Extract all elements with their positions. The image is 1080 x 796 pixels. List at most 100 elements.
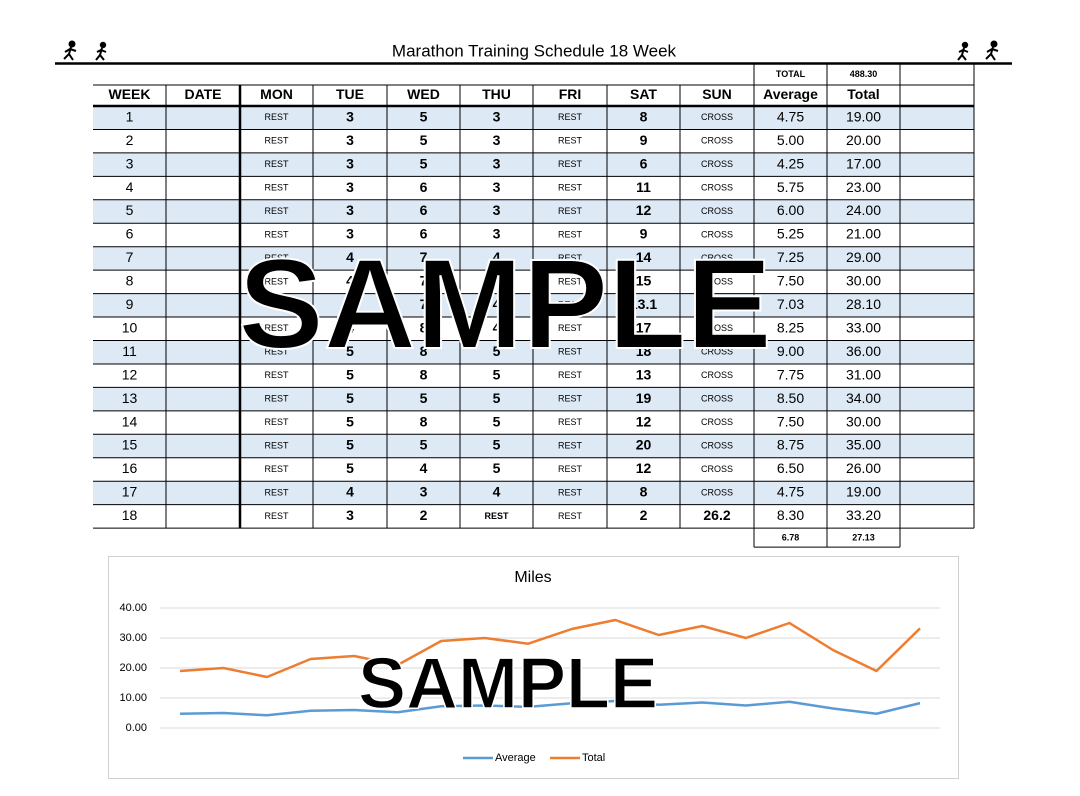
table-cell: 3 xyxy=(493,179,501,195)
table-cell: 35.00 xyxy=(846,437,881,453)
table-cell: 5 xyxy=(346,366,354,382)
table-cell: REST xyxy=(558,370,583,380)
table-cell: REST xyxy=(264,370,289,380)
table-cell: REST xyxy=(264,136,289,146)
table-cell: 13 xyxy=(636,366,652,382)
table-cell: 9 xyxy=(126,296,134,312)
table-cell: 5 xyxy=(346,413,354,429)
total-value: 488.30 xyxy=(850,69,878,79)
series-line xyxy=(179,618,921,679)
table-cell: 3 xyxy=(346,155,354,171)
table-cell: 9 xyxy=(640,132,648,148)
table-cell: REST xyxy=(264,276,289,286)
table-cell: 12 xyxy=(122,366,138,382)
y-tick-label: 30.00 xyxy=(119,632,147,644)
series-line xyxy=(179,699,921,717)
table-cell: REST xyxy=(264,182,289,192)
table-cell: REST xyxy=(484,511,509,521)
table-cell: 20.00 xyxy=(846,132,881,148)
table-cell: 21.00 xyxy=(846,226,881,242)
table-cell: 3 xyxy=(420,484,428,500)
table-cell: CROSS xyxy=(701,394,733,404)
table-cell: 5 xyxy=(420,437,428,453)
table-cell: 4.75 xyxy=(777,484,804,500)
table-cell: 16 xyxy=(122,460,138,476)
column-header: Total xyxy=(847,86,879,102)
table-cell: 7 xyxy=(126,249,134,265)
table-cell: 8.25 xyxy=(777,319,804,335)
column-header: SAT xyxy=(630,86,657,102)
table-cell: 3 xyxy=(493,108,501,124)
table-cell: 8 xyxy=(640,108,648,124)
y-tick-label: 20.00 xyxy=(119,662,147,674)
table-cell: 5.75 xyxy=(777,179,804,195)
footer-cell: 27.13 xyxy=(852,532,875,542)
table-cell: 8 xyxy=(640,484,648,500)
table-cell: 17.00 xyxy=(846,155,881,171)
watermark: SAMPLE xyxy=(238,233,771,376)
table-cell: 4 xyxy=(493,249,501,265)
table-cell: 4 xyxy=(346,319,354,335)
table-cell: 7.25 xyxy=(777,249,804,265)
table-cell: 24.00 xyxy=(846,202,881,218)
table-cell: 3 xyxy=(346,507,354,523)
table-cell: REST xyxy=(558,276,583,286)
table-cell: 19 xyxy=(636,390,652,406)
total-label: TOTAL xyxy=(776,69,806,79)
table-cell: 10 xyxy=(122,319,138,335)
table-cell: 5 xyxy=(346,343,354,359)
table-cell: REST xyxy=(264,511,289,521)
table-cell: REST xyxy=(558,347,583,357)
table-cell: 9.00 xyxy=(777,343,804,359)
table-cell: 31.00 xyxy=(846,366,881,382)
table-cell: CROSS xyxy=(701,323,733,333)
table-cell: CROSS xyxy=(701,206,733,216)
table-cell: 9 xyxy=(640,226,648,242)
table-cell: 13 xyxy=(122,390,138,406)
table-cell: REST xyxy=(264,417,289,427)
table-cell: REST xyxy=(264,464,289,474)
table-cell: 4 xyxy=(493,484,501,500)
table-cell: REST xyxy=(558,300,583,310)
table-cell: REST xyxy=(558,440,583,450)
table-cell: 3 xyxy=(493,132,501,148)
table-cell: REST xyxy=(558,487,583,497)
table-cell: 5 xyxy=(493,413,501,429)
table-cell: 6 xyxy=(640,155,648,171)
table-cell: 4 xyxy=(493,296,501,312)
table-cell: CROSS xyxy=(701,229,733,239)
table-cell: 5.25 xyxy=(777,226,804,242)
table-cell: 1 xyxy=(126,108,134,124)
table-cell: 34.00 xyxy=(846,390,881,406)
table-cell: 3 xyxy=(346,132,354,148)
table-cell: CROSS xyxy=(701,440,733,450)
table-cell: 13.1 xyxy=(630,296,657,312)
table-cell: REST xyxy=(264,487,289,497)
table-cell: 4 xyxy=(346,484,354,500)
column-header: SUN xyxy=(702,86,732,102)
table-cell: 6.50 xyxy=(777,460,804,476)
table-cell: 4 xyxy=(346,249,354,265)
column-header: FRI xyxy=(559,86,582,102)
table-cell: 11 xyxy=(122,343,137,359)
table-cell: 8 xyxy=(126,273,134,289)
table-cell: 7.50 xyxy=(777,413,804,429)
table-cell: 5.00 xyxy=(777,132,804,148)
table-cell: 12 xyxy=(636,413,652,429)
footer-cell: 6.78 xyxy=(782,532,800,542)
table-cell: 3 xyxy=(493,155,501,171)
table-cell: 8 xyxy=(420,319,428,335)
table-cell: REST xyxy=(558,417,583,427)
y-tick-label: 0.00 xyxy=(126,722,147,734)
table-cell: 6 xyxy=(420,179,428,195)
table-cell: 5 xyxy=(346,437,354,453)
table-cell: CROSS xyxy=(701,487,733,497)
column-header: TUE xyxy=(336,86,364,102)
table-cell: CROSS xyxy=(701,347,733,357)
table-cell: 30.00 xyxy=(846,413,881,429)
table-cell: REST xyxy=(264,394,289,404)
table-cell: 5 xyxy=(493,366,501,382)
table-cell: 6.00 xyxy=(777,202,804,218)
